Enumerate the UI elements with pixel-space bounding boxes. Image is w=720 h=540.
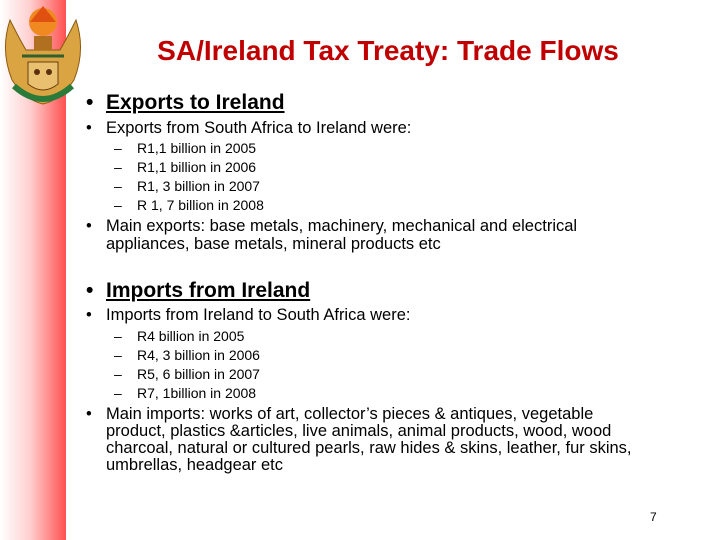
bullet: • — [86, 279, 94, 302]
coat-of-arms-logo — [5, 6, 81, 105]
export-item: R1, 3 billion in 2007 — [137, 178, 260, 194]
export-item: R1,1 billion in 2006 — [137, 159, 257, 175]
import-item: R5, 6 billion in 2007 — [137, 366, 260, 382]
slide-title: SA/Ireland Tax Treaty: Trade Flows — [157, 35, 619, 66]
exports-intro: Exports from South Africa to Ireland wer… — [106, 119, 412, 137]
import-item: R4, 3 billion in 2006 — [137, 347, 260, 363]
main-exports-line: appliances, base metals, mineral product… — [106, 235, 441, 253]
main-imports-line: charcoal, natural or cultured pearls, ra… — [106, 439, 632, 457]
imports-intro: Imports from Ireland to South Africa wer… — [106, 306, 411, 324]
main-imports-line: product, plastics &articles, live animal… — [106, 422, 612, 440]
page-number: 7 — [650, 510, 657, 524]
export-item: R1,1 billion in 2005 — [137, 140, 257, 156]
exports-heading: Exports to Ireland — [106, 91, 285, 114]
main-imports-line: umbrellas, headgear etc — [106, 456, 284, 474]
main-exports-line: Main exports: base metals, machinery, me… — [106, 217, 578, 235]
main-imports-line: Main imports: works of art, collector’s … — [106, 405, 594, 423]
export-item: R 1, 7 billion in 2008 — [137, 197, 264, 213]
import-item: R4 billion in 2005 — [137, 328, 245, 344]
import-item: R7, 1billion in 2008 — [137, 385, 257, 401]
bullet: • — [86, 91, 94, 114]
bullet: • — [86, 119, 92, 137]
imports-heading: Imports from Ireland — [106, 279, 311, 302]
